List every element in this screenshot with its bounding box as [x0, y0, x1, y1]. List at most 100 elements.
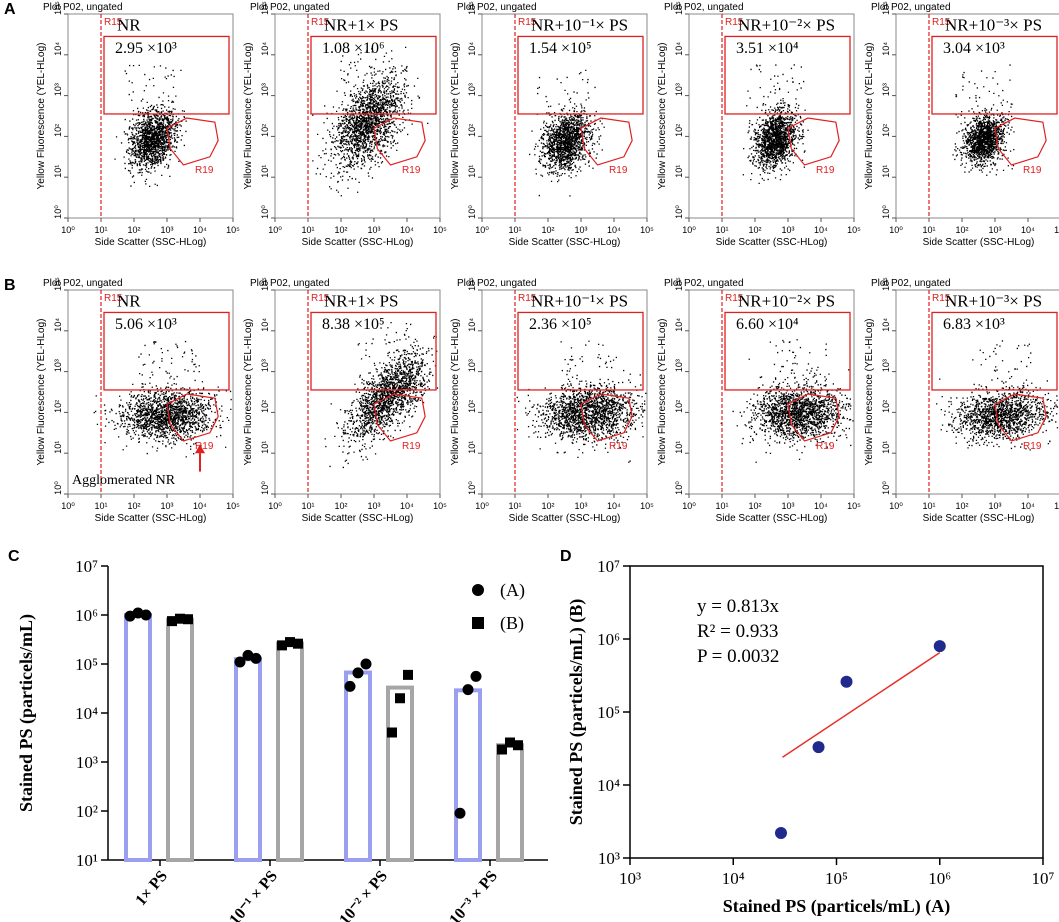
x-tick-label: 10⁵ — [226, 225, 240, 235]
x-tick-label: 10⁻³ × PS — [446, 868, 501, 922]
y-axis-label: Yellow Fluorescence (YEL-HLog) — [36, 43, 47, 190]
x-axis-label: Side Scatter (SSC-HLog) — [95, 513, 207, 524]
y-tick-label: 10⁵ — [75, 655, 98, 674]
x-tick-label: 10⁴ — [193, 501, 207, 511]
x-tick-label: 10⁰ — [682, 501, 696, 511]
y-tick-label: 10⁴ — [467, 42, 477, 56]
annotation: P = 0.0032 — [697, 646, 779, 667]
data-point — [812, 741, 825, 754]
y-tick-label: 10⁰ — [260, 481, 270, 495]
event-density — [312, 46, 429, 197]
region-gate — [373, 117, 426, 166]
x-tick-label: 10³ — [160, 501, 173, 511]
bar — [386, 685, 414, 863]
x-tick-label: 10² — [541, 501, 554, 511]
count-label: 1.54 ×10⁵ — [529, 40, 592, 57]
y-tick-label: 10² — [881, 124, 891, 137]
y-tick-label: 10⁰ — [674, 481, 684, 495]
bar — [166, 617, 194, 862]
y-tick-label: 10⁷ — [75, 557, 98, 576]
region-label: R19 — [195, 441, 214, 452]
x-tick-label: 10¹ — [715, 225, 728, 235]
x-tick-label: 10⁵ — [433, 225, 447, 235]
x-axis-label: Side Scatter (SSC-HLog) — [95, 237, 207, 248]
x-tick-label: 10⁴ — [814, 225, 828, 235]
gate-box — [103, 311, 230, 391]
bar — [454, 688, 482, 862]
plot-frame — [481, 13, 648, 219]
plot-frame — [67, 13, 234, 219]
y-tick-label: 10³ — [598, 849, 620, 868]
x-tick-label: 10⁰ — [268, 225, 282, 235]
annotation: Agglomerated NR — [72, 473, 176, 488]
x-axis-label: Stained PS (particels/mL) (A) — [723, 896, 950, 917]
plot-frame — [274, 13, 441, 219]
x-tick-label: 10¹ — [922, 225, 935, 235]
data-point — [403, 669, 413, 680]
y-tick-label: 10⁵ — [53, 1, 63, 15]
plot-title: Plot P02, ungated — [664, 278, 744, 289]
region-label: R19 — [816, 165, 835, 176]
region-gate — [580, 393, 633, 442]
y-tick-label: 10² — [467, 124, 477, 137]
count-label: 2.36 ×10⁵ — [529, 316, 592, 333]
y-tick-label: 10³ — [881, 359, 891, 372]
x-tick-label: 10³ — [988, 501, 1001, 511]
plot-title: Plot P02, ungated — [664, 2, 744, 13]
x-tick-label: 10³ — [160, 225, 173, 235]
plot-title: Plot P02, ungated — [250, 278, 330, 289]
y-tick-label: 10⁴ — [674, 318, 684, 332]
y-tick-label: 10⁴ — [53, 318, 63, 332]
plot-title: Plot P02, ungated — [457, 2, 537, 13]
gate-label: R15 — [104, 293, 123, 304]
gate-box — [724, 35, 851, 115]
y-tick-label: 10¹ — [881, 441, 891, 454]
y-tick-label: 10² — [53, 124, 63, 137]
legend-label: (B) — [500, 613, 524, 634]
data-point — [395, 693, 405, 704]
x-tick-label: 1× PS — [132, 868, 171, 909]
x-tick-label: 10² — [127, 501, 140, 511]
sample-label: NR+1× PS — [324, 15, 398, 34]
data-point — [167, 616, 177, 627]
y-tick-label: 10¹ — [53, 441, 63, 454]
plot-title: Plot P02, ungated — [871, 2, 951, 13]
y-tick-label: 10⁵ — [881, 277, 891, 291]
x-tick-label: 10³ — [367, 225, 380, 235]
gate-label: R15 — [725, 17, 744, 28]
y-tick-label: 10¹ — [260, 441, 270, 454]
sample-label: NR+10⁻³× PS — [945, 291, 1042, 310]
y-tick-label: 10⁵ — [597, 703, 620, 722]
y-tick-label: 10² — [674, 400, 684, 413]
annotation: y = 0.813x — [697, 596, 779, 617]
data-point — [840, 675, 853, 688]
data-point — [234, 656, 246, 668]
gate-box — [310, 311, 437, 391]
gate-box — [931, 311, 1058, 391]
y-axis-label: Yellow Fluorescence (YEL-HLog) — [450, 319, 461, 466]
region-gate — [166, 393, 219, 442]
y-tick-label: 10⁴ — [467, 318, 477, 332]
data-point — [250, 652, 262, 664]
x-tick-label: 10² — [955, 225, 968, 235]
x-tick-label: 10⁵ — [640, 501, 654, 511]
plot-frame — [67, 289, 234, 495]
y-tick-label: 10⁵ — [674, 1, 684, 15]
fit-line — [782, 652, 941, 758]
gate-box — [310, 35, 437, 115]
sample-label: NR+10⁻¹× PS — [531, 291, 628, 310]
y-tick-label: 10¹ — [881, 165, 891, 178]
y-tick-label: 10⁵ — [881, 1, 891, 15]
region-label: R19 — [195, 165, 214, 176]
x-tick-label: 10¹ — [715, 501, 728, 511]
region-label: R19 — [1023, 441, 1042, 452]
plot-frame — [274, 289, 441, 495]
data-point — [505, 737, 515, 748]
x-tick-label: 10⁴ — [722, 869, 745, 888]
x-tick-label: 10² — [334, 225, 347, 235]
gate-box — [103, 35, 230, 115]
y-tick-label: 10² — [260, 124, 270, 137]
y-tick-label: 10¹ — [674, 441, 684, 454]
x-tick-label: 10² — [541, 225, 554, 235]
plot-title: Plot P02, ungated — [871, 278, 951, 289]
